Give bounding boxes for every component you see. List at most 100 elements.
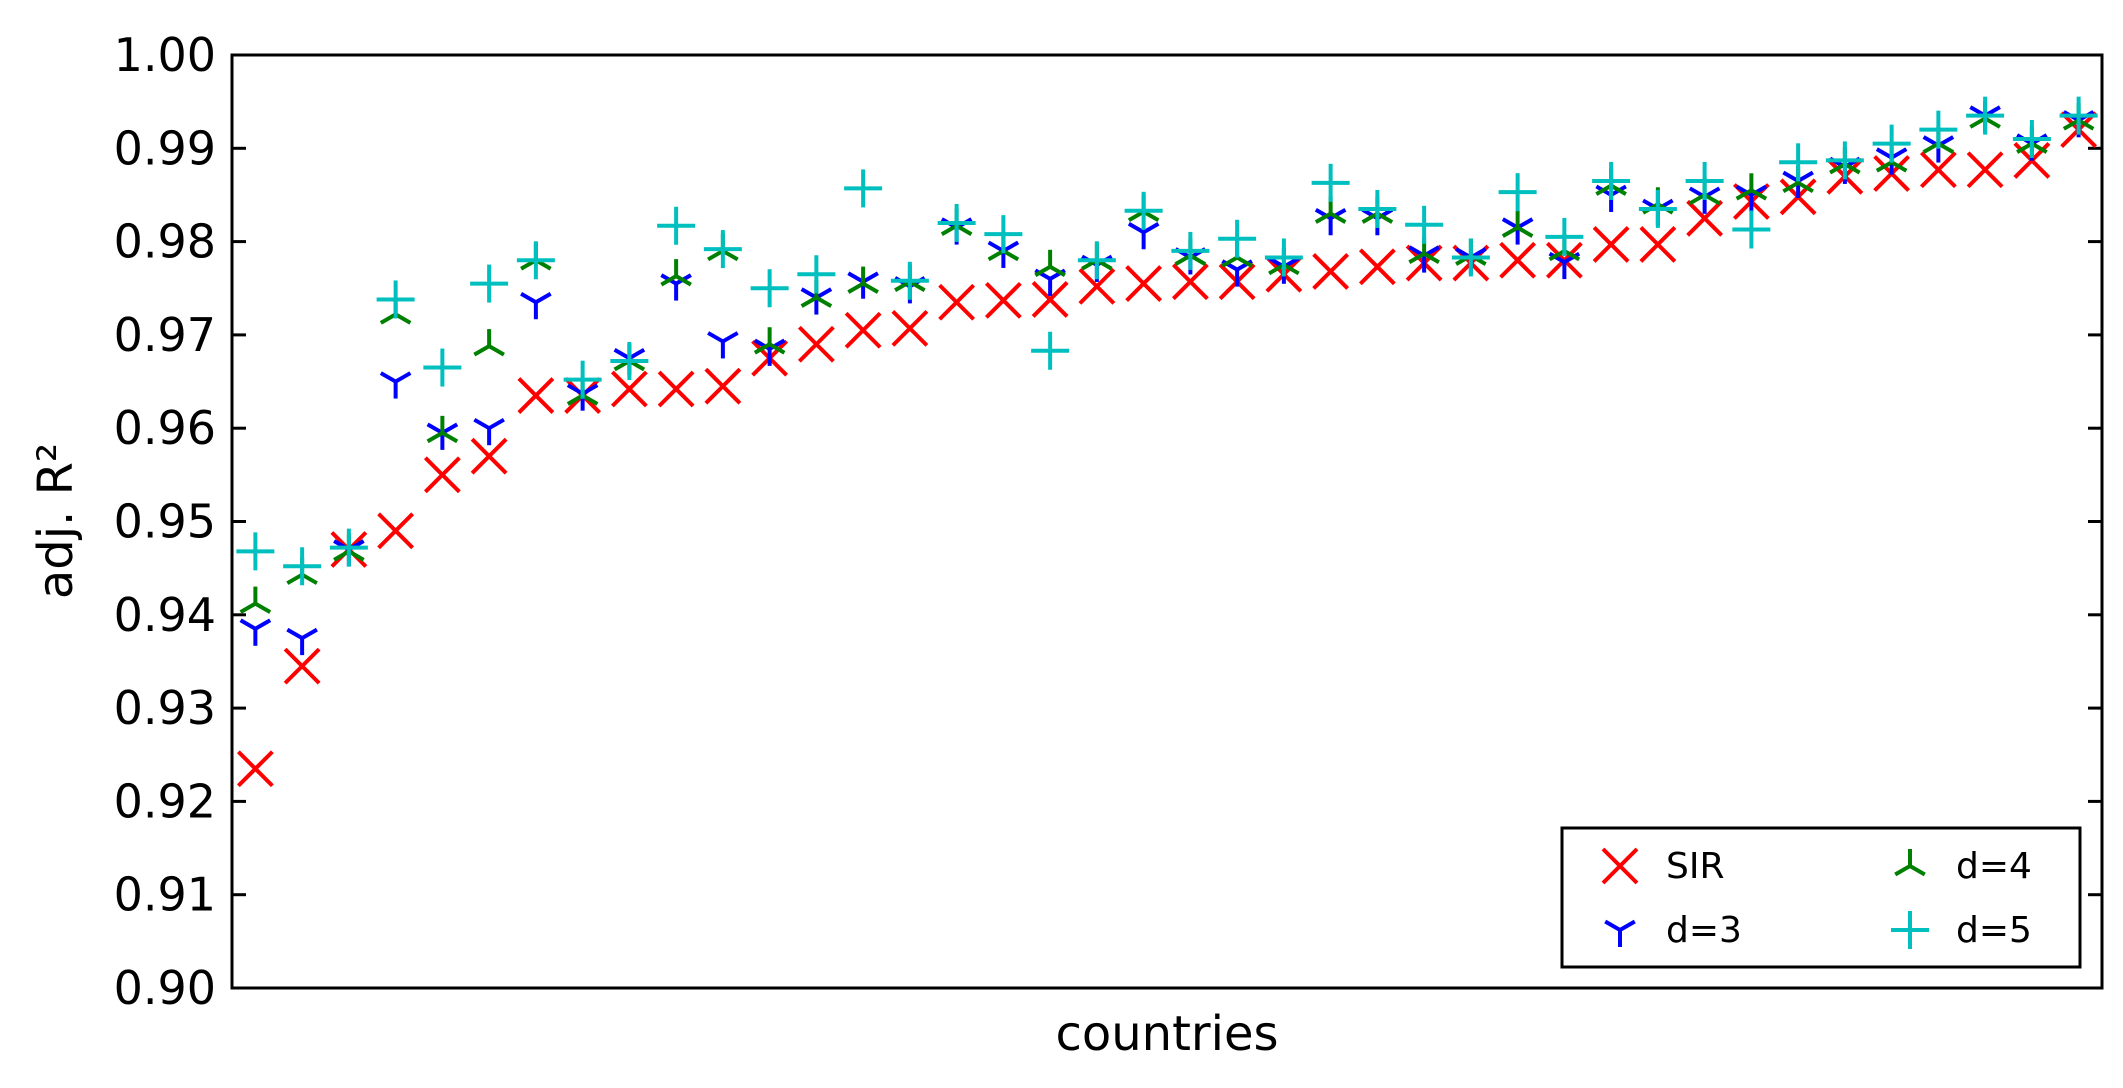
data-point (1264, 238, 1303, 277)
data-point (984, 215, 1023, 254)
series-d=5 (236, 96, 2098, 586)
data-point (703, 230, 742, 269)
data-point (707, 331, 739, 359)
data-point (987, 240, 1020, 268)
data-point (984, 281, 1022, 319)
y-tick-label: 0.92 (114, 774, 216, 828)
data-point (516, 241, 555, 280)
legend-frame (1560, 826, 2082, 969)
data-point (704, 367, 742, 405)
legend-label: d=3 (1666, 910, 1742, 951)
data-point (1545, 217, 1584, 256)
data-point (1077, 241, 1116, 280)
y-tick-label: 0.94 (114, 588, 216, 642)
data-point (657, 206, 696, 245)
legend-label: d=4 (1956, 846, 2032, 887)
data-point (1548, 251, 1581, 280)
y-axis-ticks: 0.90 0.91 0.92 0.93 0.94 0.95 0.96 0.97 0.98 0.99… (114, 28, 2102, 1015)
data-point (1031, 331, 1070, 370)
data-point (1127, 222, 1160, 250)
data-point (1686, 199, 1724, 237)
data-point (610, 342, 649, 381)
data-point (376, 280, 415, 319)
y-tick-label: 1.00 (114, 28, 216, 82)
data-point (1735, 173, 1768, 201)
data-point (2012, 119, 2051, 158)
y-tick-label: 0.97 (114, 308, 216, 362)
data-point (1031, 281, 1069, 318)
data-point (1592, 225, 1630, 263)
data-point (520, 292, 552, 320)
data-point (1078, 267, 1116, 305)
data-point (844, 169, 883, 208)
data-point (286, 627, 318, 656)
data-point (937, 203, 976, 242)
data-point (660, 259, 692, 287)
data-point (473, 329, 505, 357)
data-point (283, 547, 322, 586)
y-tick-label: 0.96 (114, 401, 216, 455)
data-point (329, 528, 368, 567)
legend-marker (1891, 911, 1929, 949)
data-point (283, 647, 321, 685)
legend: SIR d=3 d=4 d=5 (1560, 826, 2082, 969)
data-point (938, 283, 976, 321)
data-point (423, 456, 461, 494)
data-point (1498, 173, 1537, 212)
plot-frame (230, 53, 2104, 990)
data-point (1171, 231, 1210, 270)
data-point (800, 287, 833, 315)
data-point (1124, 191, 1163, 230)
data-point (1825, 141, 1864, 180)
data-point (797, 255, 836, 294)
y-tick-label: 0.98 (114, 215, 216, 269)
data-point (891, 309, 929, 347)
y-tick-label: 0.90 (114, 961, 216, 1015)
y-tick-label: 0.91 (114, 868, 216, 922)
data-point (657, 370, 695, 408)
data-point (426, 422, 459, 450)
y-tick-label: 0.99 (114, 121, 216, 175)
legend-marker (1604, 919, 1636, 947)
data-point (563, 360, 602, 399)
data-point (890, 261, 929, 300)
data-point (1501, 217, 1534, 245)
data-point (1501, 210, 1534, 238)
data-point (1312, 253, 1350, 290)
data-point (1919, 110, 1958, 149)
y-axis-label: adj. R² (28, 443, 84, 599)
data-point (379, 371, 412, 399)
data-point (753, 327, 786, 355)
data-point (1405, 205, 1444, 244)
data-point (1872, 124, 1911, 163)
data-point (750, 269, 789, 308)
legend-label: SIR (1666, 846, 1724, 887)
data-point (1358, 248, 1396, 286)
data-point (1125, 265, 1163, 302)
data-point (1034, 249, 1066, 278)
data-point (377, 512, 415, 550)
data-point (1171, 263, 1209, 301)
data-point (236, 532, 275, 571)
data-point (1966, 151, 2004, 189)
legend-marker (1601, 847, 1639, 885)
data-point (797, 325, 835, 363)
data-point (1218, 219, 1257, 258)
data-point (239, 586, 272, 614)
y-tick-label: 0.93 (114, 681, 216, 735)
data-point (2059, 96, 2098, 135)
data-point (1638, 189, 1677, 228)
legend-marker (1894, 849, 1926, 877)
data-point (1919, 151, 1957, 189)
data-point (1685, 161, 1724, 200)
data-point (473, 417, 505, 446)
data-point (847, 266, 879, 294)
data-point (610, 370, 648, 408)
data-marks (236, 96, 2098, 788)
data-point (517, 377, 555, 414)
data-point (1732, 210, 1771, 249)
data-point (470, 437, 508, 475)
data-point (1499, 241, 1537, 279)
data-point (1358, 189, 1397, 228)
